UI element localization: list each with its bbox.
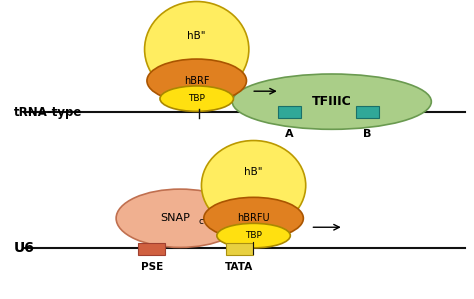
Text: c: c [199, 217, 204, 226]
Ellipse shape [160, 86, 233, 112]
Bar [278, 106, 301, 118]
Text: TFIIIC: TFIIIC [312, 95, 352, 108]
Text: hB": hB" [187, 31, 206, 41]
Text: tRNA-type: tRNA-type [14, 106, 82, 119]
Ellipse shape [145, 1, 249, 97]
Text: TBP: TBP [245, 231, 262, 240]
Text: B: B [363, 129, 372, 139]
Ellipse shape [232, 74, 431, 129]
Bar [356, 106, 379, 118]
Ellipse shape [217, 223, 290, 248]
Bar [226, 243, 253, 255]
Text: TATA: TATA [225, 262, 254, 271]
Text: TBP: TBP [188, 94, 205, 103]
Text: A: A [285, 129, 293, 139]
Bar [138, 243, 165, 255]
Ellipse shape [116, 189, 244, 248]
Ellipse shape [204, 197, 303, 239]
Text: U6: U6 [14, 241, 35, 255]
Text: hBRF: hBRF [184, 76, 210, 86]
Text: hBRFU: hBRFU [237, 213, 270, 223]
Ellipse shape [201, 141, 306, 230]
Text: PSE: PSE [141, 262, 163, 271]
Text: hB": hB" [244, 167, 263, 177]
Text: SNAP: SNAP [160, 213, 191, 223]
Ellipse shape [147, 59, 246, 103]
